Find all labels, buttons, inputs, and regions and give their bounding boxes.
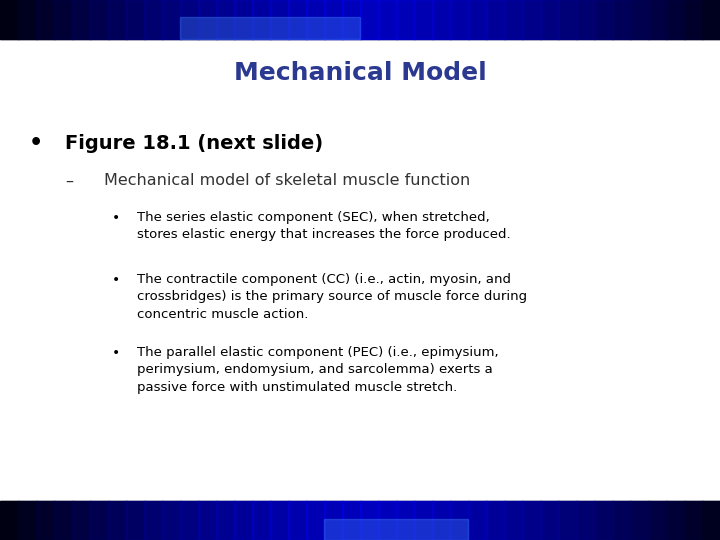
Bar [180, 17, 360, 39]
Text: •: • [112, 273, 120, 287]
Bar [540, 0, 559, 39]
Bar [684, 0, 703, 39]
Bar [144, 501, 163, 540]
Bar [216, 501, 235, 540]
Bar [54, 501, 73, 540]
Bar [666, 0, 685, 39]
Bar [504, 501, 523, 540]
Bar [270, 0, 289, 39]
Bar [504, 0, 523, 39]
Bar [18, 501, 37, 540]
Bar [126, 0, 145, 39]
Text: •: • [112, 346, 120, 360]
Bar [684, 501, 703, 540]
Bar [432, 0, 451, 39]
Bar [0, 0, 19, 39]
Bar [162, 0, 181, 39]
Bar [180, 501, 199, 540]
Bar [522, 501, 541, 540]
Text: Figure 18.1 (next slide): Figure 18.1 (next slide) [65, 133, 323, 153]
Bar [270, 501, 289, 540]
Bar [486, 0, 505, 39]
Bar [18, 0, 37, 39]
Bar [612, 0, 631, 39]
Bar [450, 501, 469, 540]
Bar [360, 0, 379, 39]
Bar [558, 0, 577, 39]
Bar [414, 0, 433, 39]
Bar [666, 501, 685, 540]
Bar [90, 501, 109, 540]
Bar [288, 501, 307, 540]
Bar [234, 0, 253, 39]
Bar [630, 501, 649, 540]
Bar [252, 501, 271, 540]
Bar [324, 501, 343, 540]
Bar [108, 501, 127, 540]
Bar [576, 0, 595, 39]
Bar [468, 501, 487, 540]
Bar [216, 0, 235, 39]
Bar [648, 0, 667, 39]
Bar [252, 0, 271, 39]
Text: –: – [65, 173, 73, 188]
Bar [198, 501, 217, 540]
Bar [414, 501, 433, 540]
Bar [324, 518, 468, 540]
Text: The contractile component (CC) (i.e., actin, myosin, and
crossbridges) is the pr: The contractile component (CC) (i.e., ac… [137, 273, 527, 321]
Bar [234, 501, 253, 540]
Bar [342, 501, 361, 540]
Bar [288, 0, 307, 39]
Bar [558, 501, 577, 540]
Bar [576, 501, 595, 540]
Bar [0, 0, 720, 39]
Bar [630, 0, 649, 39]
Bar [180, 0, 199, 39]
Bar [306, 0, 325, 39]
Bar [702, 0, 720, 39]
Text: The parallel elastic component (PEC) (i.e., epimysium,
perimysium, endomysium, a: The parallel elastic component (PEC) (i.… [137, 346, 498, 394]
Bar [126, 501, 145, 540]
Bar [144, 0, 163, 39]
Bar [342, 0, 361, 39]
Bar [0, 501, 720, 540]
Bar [396, 501, 415, 540]
Bar [396, 0, 415, 39]
Bar [72, 501, 91, 540]
Bar [594, 501, 613, 540]
Bar [360, 501, 379, 540]
Bar [0, 501, 19, 540]
Bar [432, 501, 451, 540]
Text: •: • [29, 133, 43, 153]
Bar [522, 0, 541, 39]
Bar [36, 501, 55, 540]
Bar [306, 501, 325, 540]
Bar [468, 0, 487, 39]
Bar [72, 0, 91, 39]
Text: The series elastic component (SEC), when stretched,
stores elastic energy that i: The series elastic component (SEC), when… [137, 211, 510, 241]
Bar [648, 501, 667, 540]
Bar [36, 0, 55, 39]
Text: Mechanical model of skeletal muscle function: Mechanical model of skeletal muscle func… [104, 173, 471, 188]
Bar [90, 0, 109, 39]
Bar [540, 501, 559, 540]
Bar [198, 0, 217, 39]
Bar [108, 0, 127, 39]
Bar [324, 0, 343, 39]
Bar [450, 0, 469, 39]
Bar [54, 0, 73, 39]
Bar [378, 501, 397, 540]
Bar [702, 501, 720, 540]
Bar [486, 501, 505, 540]
Bar [612, 501, 631, 540]
Bar [378, 0, 397, 39]
Bar [162, 501, 181, 540]
Bar [594, 0, 613, 39]
Text: Mechanical Model: Mechanical Model [233, 61, 487, 85]
Text: •: • [112, 211, 120, 225]
